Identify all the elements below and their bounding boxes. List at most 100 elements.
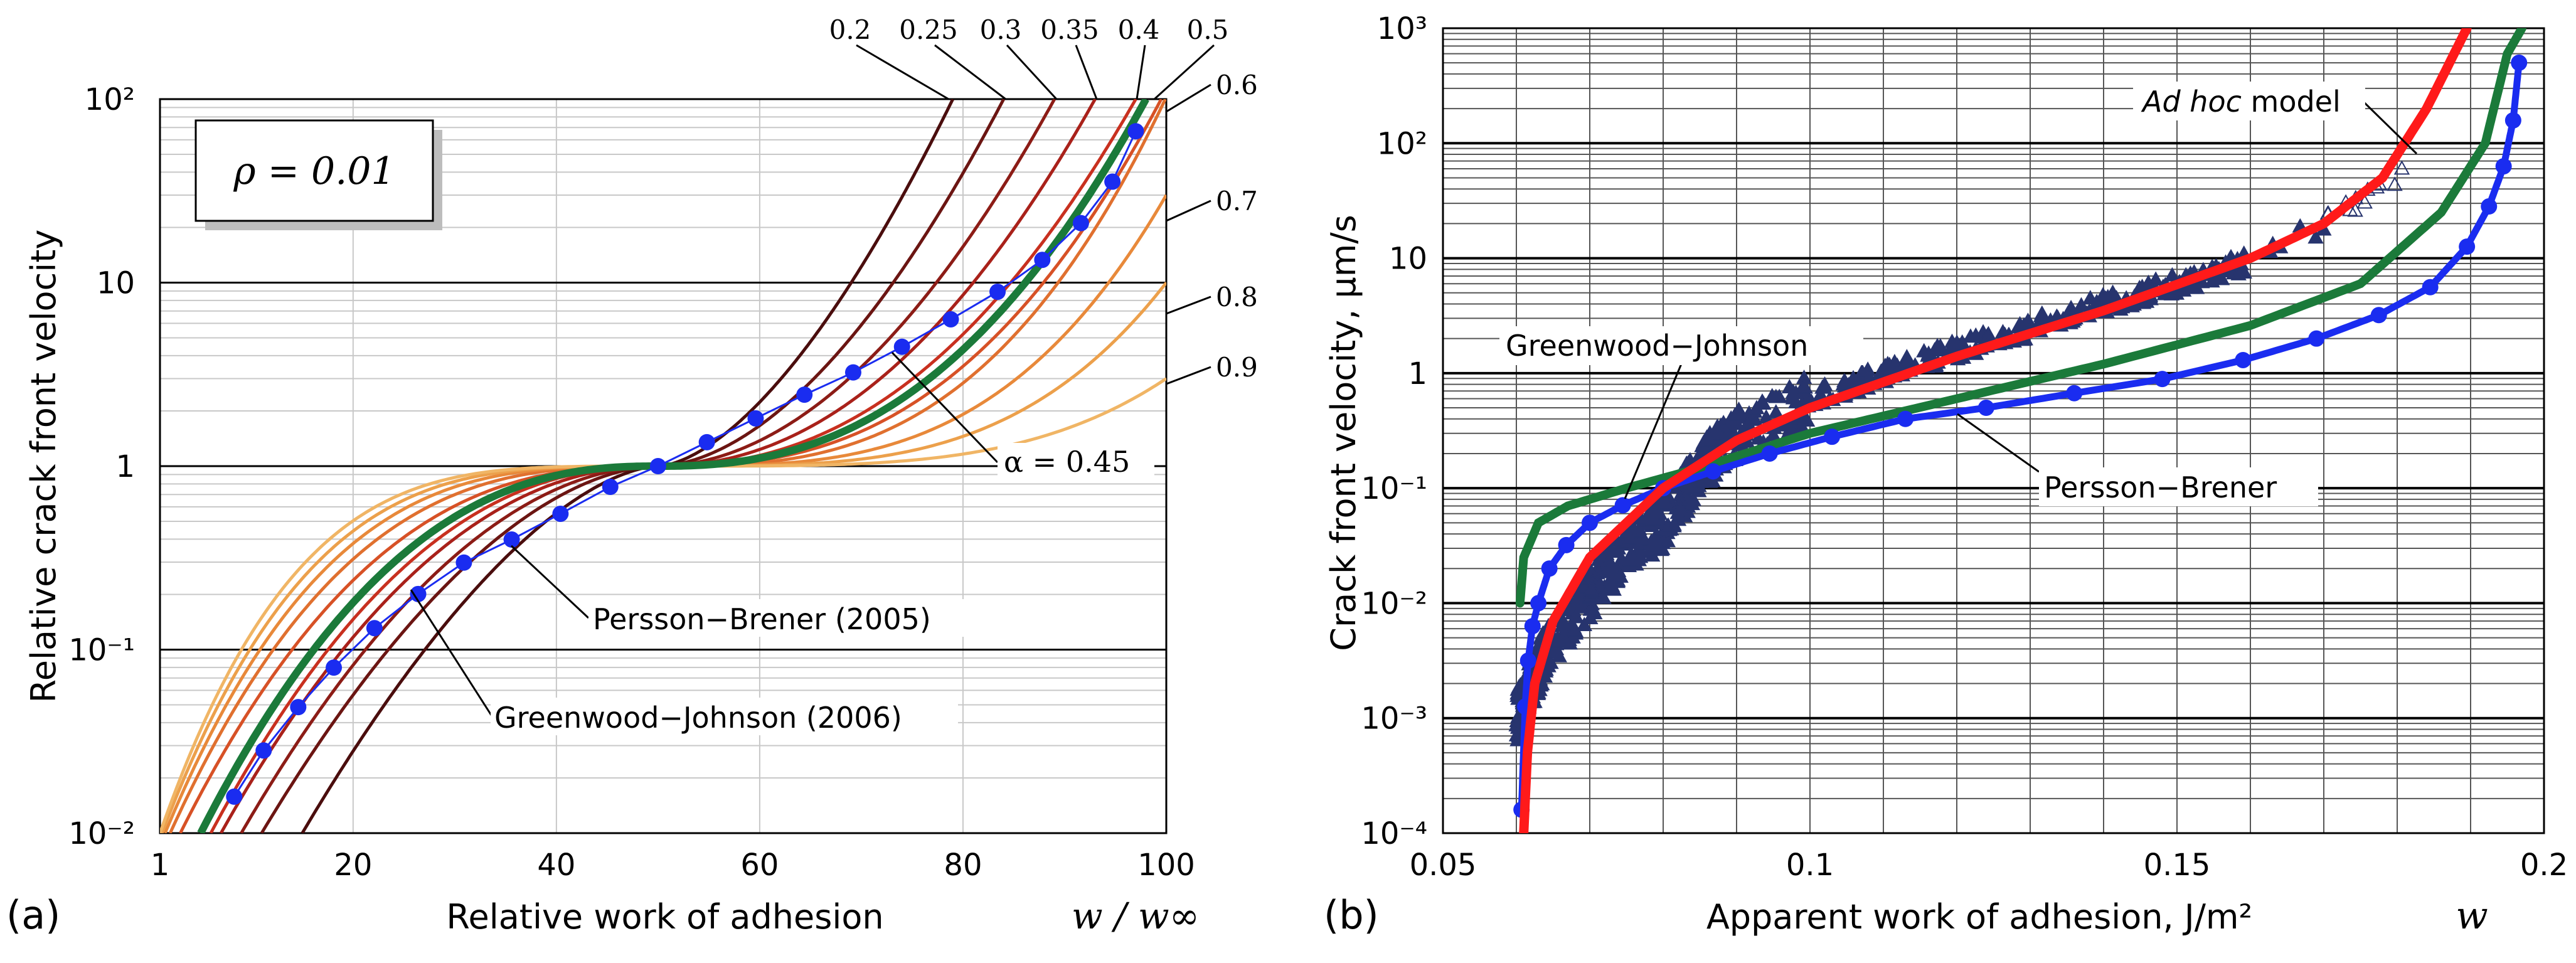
experiment-point [1645,511,1661,526]
persson-brener-point-b-21 [2459,238,2476,255]
alpha-label-leader [1166,200,1211,222]
panel-a-x-tick-label: 80 [944,848,982,883]
alpha-label-leader [1153,44,1215,100]
alpha-annotation-bg [998,443,1154,481]
persson-brener-point-a-0 [226,788,243,805]
persson-brener-point-a-17 [989,284,1006,301]
experiment-point [1740,414,1756,429]
adhoc-annotation-bg [2133,82,2365,120]
persson-brener-point-a-18 [1034,252,1051,269]
experiment-point [1568,609,1585,624]
experiment-point [2073,297,2090,312]
persson-brener-point-b-17 [2235,351,2252,368]
experiment-point [1612,568,1629,583]
experiment-point [1729,415,1745,430]
panel-a-plot-frame [159,98,1168,834]
persson-brener-point-a-20 [1104,173,1121,190]
panel-a-ylabel: Relative crack front velocity [24,230,63,703]
persson-brener-point-b-13 [1897,410,1914,427]
persson-brener-point-b-19 [2370,307,2387,324]
persson-brener-point-b-4 [1530,595,1547,612]
alpha-label-leader [1166,83,1211,113]
panel-a-x-tick-label: 100 [1137,848,1195,883]
persson-brener-point-b-22 [2481,198,2498,215]
experiment-point [1567,622,1583,637]
experiment-point [1576,617,1592,631]
persson-b-annotation-bg [2039,467,2318,506]
experiment-point [2347,202,2363,217]
experiment-point [1880,356,1896,370]
alpha-label-leader [934,44,1006,100]
panel-a-y-tick-label: 10⁻² [68,816,135,851]
greenwood-annotation: Greenwood−Johnson (2006) [494,701,902,735]
experiment-point [2387,176,2403,191]
panel-b-grid [1443,28,2544,833]
experiment-point [1562,635,1578,650]
experiment-point [1549,633,1566,648]
adhoc-annotation: Ad hoc model [2141,85,2341,119]
experiment-point [1554,617,1570,632]
experiment-point [1920,347,1936,362]
experiment-point [1926,342,1943,357]
alpha-label-right: 0.8 [1216,282,1258,312]
panel-a-alpha-labels: 0.2 0.25 0.3 0.35 0.4 0.5 0.6 0.7 0.8 0.9 [829,14,1258,385]
panel-a-x-tick-label: 1 [151,848,170,883]
experiment-point [2139,275,2156,290]
persson-brener-point-b-7 [1582,514,1598,531]
persson-brener-point-b-2 [1520,652,1536,669]
persson-brener-point-a-1 [255,742,272,759]
panel-a-label: (a) [6,892,60,938]
experiment-point [1797,379,1813,394]
persson-brener-point-a-4 [366,620,383,637]
persson-brener-point-a-21 [1127,123,1144,140]
experiment-point [1816,376,1833,391]
persson-brener-point-b-18 [2308,330,2325,347]
greenwood-b-annotation-leader [1624,363,1683,499]
persson-brener-point-a-12 [747,410,764,427]
experiment-point [1708,422,1725,436]
panel-b-xlabel-math: w [2456,894,2488,938]
panel-a-x-tick-label: 20 [334,848,372,883]
persson-brener-point-b-5 [1541,560,1558,577]
panel-b-y-tick-label: 10⁻² [1361,586,1427,621]
panel-b-x-tick-label: 0.2 [2520,848,2568,883]
alpha-label-leader [1166,366,1211,385]
greenwood-annotation-bg [491,698,958,735]
persson-annotation-bg [588,599,974,637]
experiment-point [1835,376,1852,391]
panel-a-tick-labels: 1 20 40 60 80 100 10⁻² 10⁻¹ 1 10 10² [68,82,1195,883]
panel-a-y-tick-label: 1 [115,449,135,484]
panel-a-curves [160,99,1166,833]
experiment-point [1764,388,1780,403]
alpha-label-top: 0.25 [899,14,958,45]
experiment-point [1607,543,1624,558]
panel-b-label: (b) [1324,892,1379,938]
persson-brener-point-a-8 [552,505,569,522]
persson-brener-point-b-23 [2495,158,2512,175]
experiment-point [1659,533,1676,548]
greenwood-b-annotation: Greenwood−Johnson [1506,329,1808,363]
experiment-point [2230,266,2247,280]
panel-b: 0.05 0.1 0.15 0.210⁻⁴10⁻³10⁻²10⁻¹11010²10³ … [1324,11,2568,938]
greenwood-johnson-curve-b [1515,28,2526,608]
experiment-point [1967,327,1984,342]
panel-b-ylabel: Crack front velocity, μm/s [1324,215,1363,651]
experiment-point [1700,430,1716,445]
panel-b-x-tick-label: 0.15 [2144,848,2211,883]
persson-brener-point-b-15 [2066,385,2083,402]
experiment-point [2356,194,2373,209]
panel-b-y-tick-label: 10³ [1377,11,1427,46]
alpha-label-right: 0.9 [1216,352,1258,383]
experiment-point [1768,404,1784,418]
persson-b-annotation: Persson−Brener [2044,471,2277,504]
panel-a-y-tick-label: 10⁻¹ [68,633,135,668]
alpha-label-leader [1166,295,1211,315]
panel-b-x-tick-label: 0.05 [1410,848,1477,883]
panel-a-xlabel: Relative work of adhesion [446,897,883,937]
adhoc-annotation-leader [2361,99,2418,155]
persson-brener-point-a-6 [455,554,472,571]
persson-brener-point-a-14 [844,364,861,381]
panel-b-x-tick-label: 0.1 [1786,848,1834,883]
persson-brener-point-a-16 [942,311,959,327]
persson-brener-point-a-5 [410,585,427,602]
